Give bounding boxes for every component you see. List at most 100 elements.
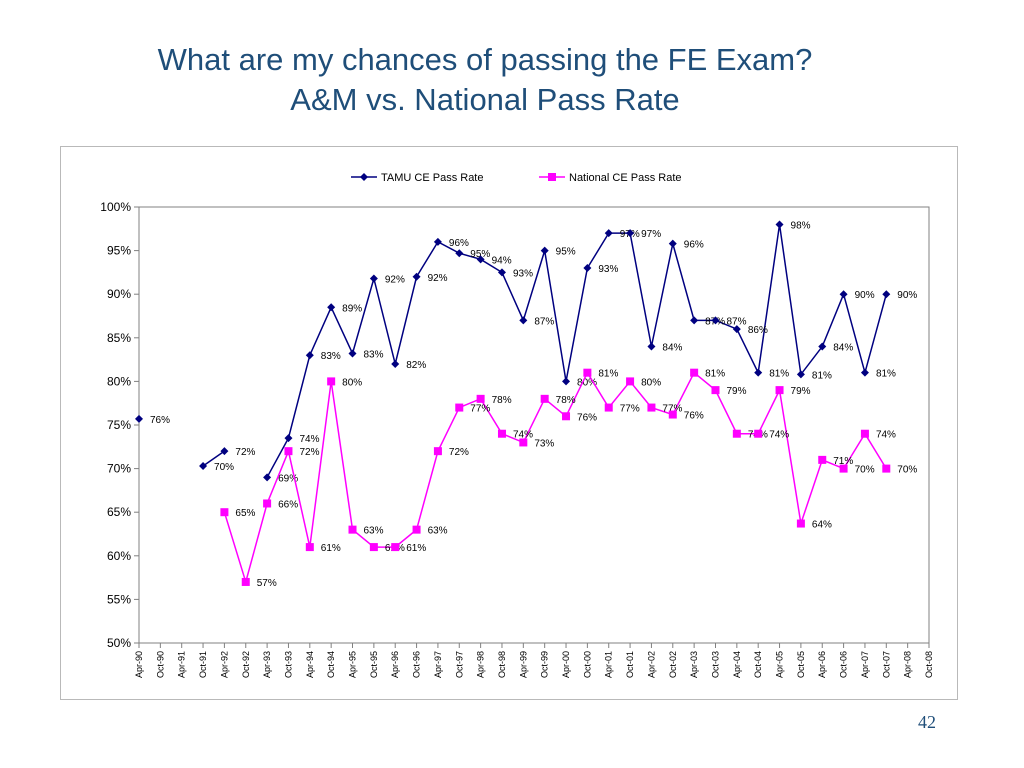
- national-point: [711, 386, 720, 395]
- tamu-point: [711, 316, 720, 325]
- tamu-data-label: 92%: [428, 273, 448, 284]
- x-tick-label: Oct-96: [412, 651, 422, 678]
- national-series-line: [223, 371, 887, 585]
- tamu-point: [455, 249, 464, 258]
- tamu-series-line: [202, 450, 225, 467]
- y-tick-label: 95%: [107, 244, 131, 258]
- tamu-point: [860, 368, 869, 377]
- national-point: [348, 525, 357, 534]
- national-point: [433, 447, 442, 456]
- tamu-data-label: 93%: [513, 268, 533, 279]
- x-tick-label: Oct-92: [241, 651, 251, 678]
- tamu-point: [583, 264, 592, 273]
- line-chart: 50% 55% 60% 65% 70% 75% 80% 85% 90% 95% 100% Apr-90…: [100, 172, 934, 678]
- x-tick-label: Oct-05: [796, 651, 806, 678]
- tamu-data-label: 83%: [364, 349, 384, 360]
- tamu-point: [647, 342, 656, 351]
- x-tick-label: Apr-92: [219, 651, 229, 678]
- national-data-label: 76%: [684, 411, 704, 422]
- national-point: [860, 429, 869, 438]
- national-point: [732, 429, 741, 438]
- x-tick-label: Apr-04: [732, 651, 742, 678]
- tamu-data-label: 74%: [299, 434, 319, 445]
- tamu-data-label: 90%: [855, 290, 875, 301]
- tamu-point: [348, 349, 357, 358]
- tamu-series-line: [266, 224, 888, 478]
- national-point: [775, 386, 784, 395]
- x-tick-label: Oct-95: [369, 651, 379, 678]
- x-tick-label: Oct-04: [753, 651, 763, 678]
- tamu-point: [882, 290, 891, 299]
- national-point: [690, 368, 699, 377]
- national-point: [626, 377, 635, 386]
- y-tick-label: 65%: [107, 505, 131, 519]
- tamu-data-label: 95%: [556, 247, 576, 258]
- national-data-label: 57%: [257, 578, 277, 589]
- x-tick-label: Apr-05: [775, 651, 785, 678]
- tamu-point: [540, 246, 549, 255]
- national-data-label: 64%: [812, 520, 832, 531]
- national-point: [455, 403, 464, 412]
- national-data-label: 79%: [791, 386, 811, 397]
- tamu-data-label: 96%: [449, 238, 469, 249]
- national-point: [241, 577, 250, 586]
- x-tick-label: Apr-90: [134, 651, 144, 678]
- national-point: [668, 410, 677, 419]
- tamu-legend-marker: [360, 173, 368, 181]
- tamu-data-label: 84%: [662, 343, 682, 354]
- tamu-point: [775, 220, 784, 229]
- tamu-point: [263, 473, 272, 482]
- tamu-point: [412, 272, 421, 281]
- national-point: [369, 543, 378, 552]
- x-tick-label: Oct-94: [326, 651, 336, 678]
- tamu-data-label: 84%: [833, 343, 853, 354]
- national-point: [882, 464, 891, 473]
- x-tick-label: Oct-00: [582, 651, 592, 678]
- tamu-point: [754, 368, 763, 377]
- national-data-label: 72%: [299, 447, 319, 458]
- x-tick-label: Apr-97: [433, 651, 443, 678]
- national-data-label: 74%: [513, 430, 533, 441]
- x-tick-label: Apr-95: [348, 651, 358, 678]
- tamu-data-label: 89%: [342, 303, 362, 314]
- y-tick-label: 100%: [100, 200, 131, 214]
- x-tick-label: Apr-01: [604, 651, 614, 678]
- tamu-data-label: 92%: [385, 275, 405, 286]
- x-tick-label: Apr-93: [262, 651, 272, 678]
- national-point: [540, 394, 549, 403]
- y-tick-label: 60%: [107, 549, 131, 563]
- tamu-point: [497, 268, 506, 277]
- tamu-point: [220, 447, 229, 456]
- tamu-data-label: 81%: [876, 369, 896, 380]
- national-point: [818, 455, 827, 464]
- national-point: [647, 403, 656, 412]
- national-data-label: 81%: [598, 369, 618, 380]
- tamu-point: [604, 229, 613, 238]
- tamu-point: [284, 434, 293, 443]
- x-tick-label: Apr-00: [561, 651, 571, 678]
- national-data-label: 77%: [662, 404, 682, 415]
- y-tick-label: 85%: [107, 331, 131, 345]
- national-data-label: 66%: [278, 499, 298, 510]
- tamu-data-label: 76%: [150, 415, 170, 426]
- tamu-data-label: 69%: [278, 473, 298, 484]
- tamu-data-label: 95%: [470, 249, 490, 260]
- x-tick-label: Apr-07: [860, 651, 870, 678]
- page-number: 42: [918, 712, 936, 732]
- y-tick-label: 80%: [107, 374, 131, 388]
- tamu-data-label: 86%: [748, 325, 768, 336]
- x-tick-label: Apr-03: [689, 651, 699, 678]
- national-point: [519, 438, 528, 447]
- national-point: [476, 394, 485, 403]
- x-tick-label: Oct-93: [283, 651, 293, 678]
- national-legend-marker: [548, 173, 556, 181]
- national-point: [562, 412, 571, 421]
- tamu-point: [818, 342, 827, 351]
- national-data-label: 77%: [620, 404, 640, 415]
- national-data-label: 77%: [470, 404, 490, 415]
- tamu-data-label: 72%: [235, 447, 255, 458]
- x-tick-label: Oct-98: [497, 651, 507, 678]
- tamu-data-label: 97%: [641, 229, 661, 240]
- x-tick-label: Oct-97: [454, 651, 464, 678]
- tamu-point: [839, 290, 848, 299]
